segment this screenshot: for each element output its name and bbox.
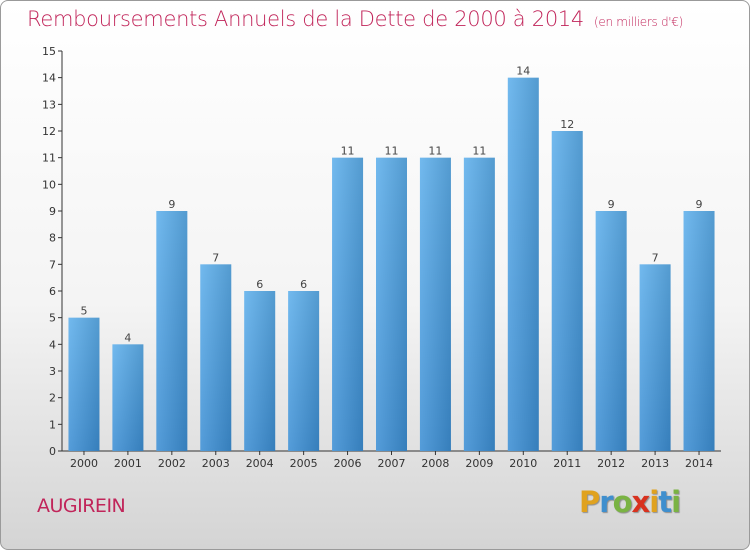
logo-letter: P xyxy=(579,485,600,519)
y-tick-label: 10 xyxy=(42,178,56,191)
x-tick-label: 2003 xyxy=(202,457,230,470)
logo-letter: t xyxy=(658,485,672,519)
bar-shade xyxy=(683,211,715,451)
proxiti-logo: Proxiti xyxy=(579,485,681,519)
y-tick-label: 2 xyxy=(49,392,56,405)
data-label: 14 xyxy=(516,65,530,78)
data-label: 6 xyxy=(300,278,307,291)
y-tick-label: 3 xyxy=(49,365,56,378)
x-tick-label: 2012 xyxy=(597,457,625,470)
logo-letter: i xyxy=(649,485,659,519)
y-tick-label: 4 xyxy=(49,338,56,351)
title-text: Remboursements Annuels de la Dette de 20… xyxy=(27,7,584,31)
data-label: 9 xyxy=(168,198,175,211)
y-tick-label: 9 xyxy=(49,205,56,218)
bar-shade xyxy=(507,77,539,452)
bar-shade xyxy=(288,291,320,451)
y-tick-label: 15 xyxy=(42,45,56,58)
y-tick-label: 14 xyxy=(42,72,56,85)
y-tick-label: 0 xyxy=(49,445,56,458)
data-label: 12 xyxy=(560,118,574,131)
x-tick-label: 2006 xyxy=(334,457,362,470)
bar-shade xyxy=(244,291,276,451)
x-tick-label: 2004 xyxy=(246,457,274,470)
bar-shade xyxy=(332,157,364,451)
y-tick-label: 12 xyxy=(42,125,56,138)
x-tick-label: 2014 xyxy=(685,457,713,470)
x-tick-label: 2001 xyxy=(114,457,142,470)
data-label: 11 xyxy=(385,145,399,158)
bar-shade xyxy=(376,157,407,451)
commune-name: AUGIREIN xyxy=(37,495,126,517)
bar-shade xyxy=(595,211,627,451)
bar-shade xyxy=(419,157,451,451)
unit-label: (en milliers d'€) xyxy=(594,15,684,29)
logo-letter: i xyxy=(671,485,681,519)
x-tick-label: 2011 xyxy=(553,457,581,470)
data-label: 5 xyxy=(80,305,87,318)
data-label: 9 xyxy=(696,198,703,211)
logo-letter: x xyxy=(631,485,651,519)
y-tick-label: 1 xyxy=(49,418,56,431)
bar-shade xyxy=(112,344,144,451)
y-tick-label: 8 xyxy=(49,232,56,245)
data-label: 7 xyxy=(212,251,219,264)
x-tick-label: 2009 xyxy=(465,457,493,470)
x-tick-label: 2007 xyxy=(378,457,406,470)
x-tick-label: 2010 xyxy=(509,457,537,470)
data-label: 11 xyxy=(472,145,486,158)
y-tick-label: 7 xyxy=(49,258,56,271)
y-tick-label: 5 xyxy=(49,312,56,325)
bar-shade xyxy=(463,157,495,451)
x-tick-label: 2008 xyxy=(421,457,449,470)
x-tick-label: 2013 xyxy=(641,457,669,470)
bar-shade xyxy=(156,211,188,451)
logo-letter: r xyxy=(599,485,613,519)
bar-shade xyxy=(68,317,100,451)
bar-shade xyxy=(639,264,671,451)
y-tick-label: 13 xyxy=(42,98,56,111)
x-tick-label: 2002 xyxy=(158,457,186,470)
y-tick-label: 11 xyxy=(42,152,56,165)
data-label: 11 xyxy=(428,145,442,158)
x-tick-label: 2005 xyxy=(290,457,318,470)
y-tick-label: 6 xyxy=(49,285,56,298)
data-label: 4 xyxy=(124,331,131,344)
data-label: 9 xyxy=(608,198,615,211)
data-label: 11 xyxy=(341,145,355,158)
data-label: 6 xyxy=(256,278,263,291)
logo-letter: o xyxy=(612,485,633,519)
data-label: 7 xyxy=(652,251,659,264)
bar-shade xyxy=(551,131,583,451)
x-tick-label: 2000 xyxy=(70,457,98,470)
bar-shade xyxy=(200,264,232,451)
chart-title: Remboursements Annuels de la Dette de 20… xyxy=(27,7,683,31)
